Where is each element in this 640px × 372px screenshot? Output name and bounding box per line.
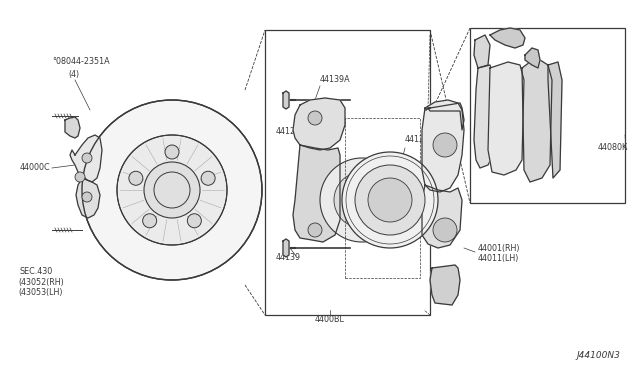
Circle shape xyxy=(201,171,215,185)
Circle shape xyxy=(320,158,404,242)
Circle shape xyxy=(144,162,200,218)
Polygon shape xyxy=(426,103,464,130)
Circle shape xyxy=(165,145,179,159)
Text: 44000C: 44000C xyxy=(20,164,51,173)
Polygon shape xyxy=(283,239,289,257)
Polygon shape xyxy=(548,62,562,178)
Circle shape xyxy=(334,172,390,228)
Bar xyxy=(470,28,625,203)
Polygon shape xyxy=(283,91,289,109)
Circle shape xyxy=(143,214,157,228)
Circle shape xyxy=(82,153,92,163)
Polygon shape xyxy=(76,178,100,218)
Circle shape xyxy=(82,192,92,202)
Text: 44139A: 44139A xyxy=(320,76,351,84)
Text: 44139: 44139 xyxy=(276,253,301,263)
Circle shape xyxy=(342,152,438,248)
Circle shape xyxy=(188,214,202,228)
Circle shape xyxy=(82,100,262,280)
Polygon shape xyxy=(422,185,462,248)
Bar xyxy=(345,118,420,278)
Polygon shape xyxy=(293,145,340,242)
Circle shape xyxy=(308,223,322,237)
Polygon shape xyxy=(490,28,525,48)
Polygon shape xyxy=(488,62,524,175)
Polygon shape xyxy=(65,117,80,138)
Bar xyxy=(265,30,430,315)
Circle shape xyxy=(368,178,412,222)
Polygon shape xyxy=(474,35,490,68)
Polygon shape xyxy=(430,265,460,305)
Text: (43053(LH): (43053(LH) xyxy=(18,288,63,296)
Circle shape xyxy=(129,171,143,185)
Text: 44011(LH): 44011(LH) xyxy=(478,253,520,263)
Text: 44001(RH): 44001(RH) xyxy=(478,244,520,253)
Text: 44080K: 44080K xyxy=(598,144,628,153)
Text: (4): (4) xyxy=(68,70,79,78)
Circle shape xyxy=(433,218,457,242)
Polygon shape xyxy=(474,65,495,168)
Text: 44128: 44128 xyxy=(276,128,301,137)
Polygon shape xyxy=(525,48,540,68)
Text: 44000K: 44000K xyxy=(526,128,556,137)
Circle shape xyxy=(433,133,457,157)
Text: 4400BL: 4400BL xyxy=(315,315,345,324)
Polygon shape xyxy=(293,98,345,150)
Circle shape xyxy=(308,111,322,125)
Text: J44100N3: J44100N3 xyxy=(576,350,620,359)
Polygon shape xyxy=(422,100,464,192)
Text: SEC.430: SEC.430 xyxy=(20,267,53,276)
Text: (43052(RH): (43052(RH) xyxy=(18,278,64,286)
Polygon shape xyxy=(522,60,552,182)
Text: 44122: 44122 xyxy=(405,135,430,144)
Polygon shape xyxy=(70,135,102,182)
Circle shape xyxy=(355,165,425,235)
Circle shape xyxy=(117,135,227,245)
Text: °08044-2351A: °08044-2351A xyxy=(52,58,109,67)
Circle shape xyxy=(75,172,85,182)
